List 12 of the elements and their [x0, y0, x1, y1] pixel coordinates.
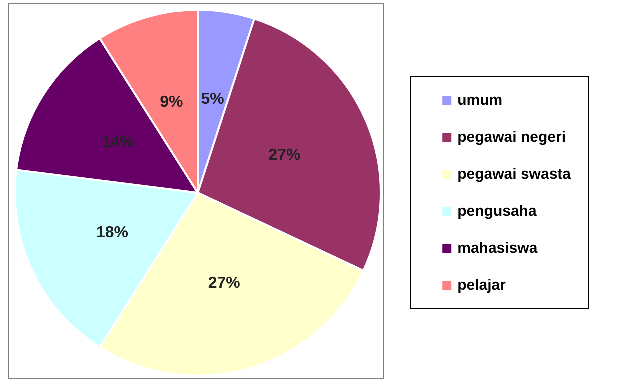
legend-label: pengusaha: [458, 203, 538, 220]
legend-label: pegawai negeri: [458, 129, 566, 146]
data-label: 9%: [160, 94, 184, 111]
data-label: 5%: [201, 91, 224, 108]
legend-label: umum: [458, 92, 503, 109]
legend-label: pegawai swasta: [458, 166, 572, 183]
legend-label: mahasiswa: [458, 240, 538, 257]
legend-label: pelajar: [458, 277, 506, 294]
data-label: 14%: [102, 134, 134, 151]
data-label: 27%: [208, 275, 240, 292]
data-label: 18%: [96, 224, 129, 242]
data-label: 27%: [268, 146, 301, 164]
